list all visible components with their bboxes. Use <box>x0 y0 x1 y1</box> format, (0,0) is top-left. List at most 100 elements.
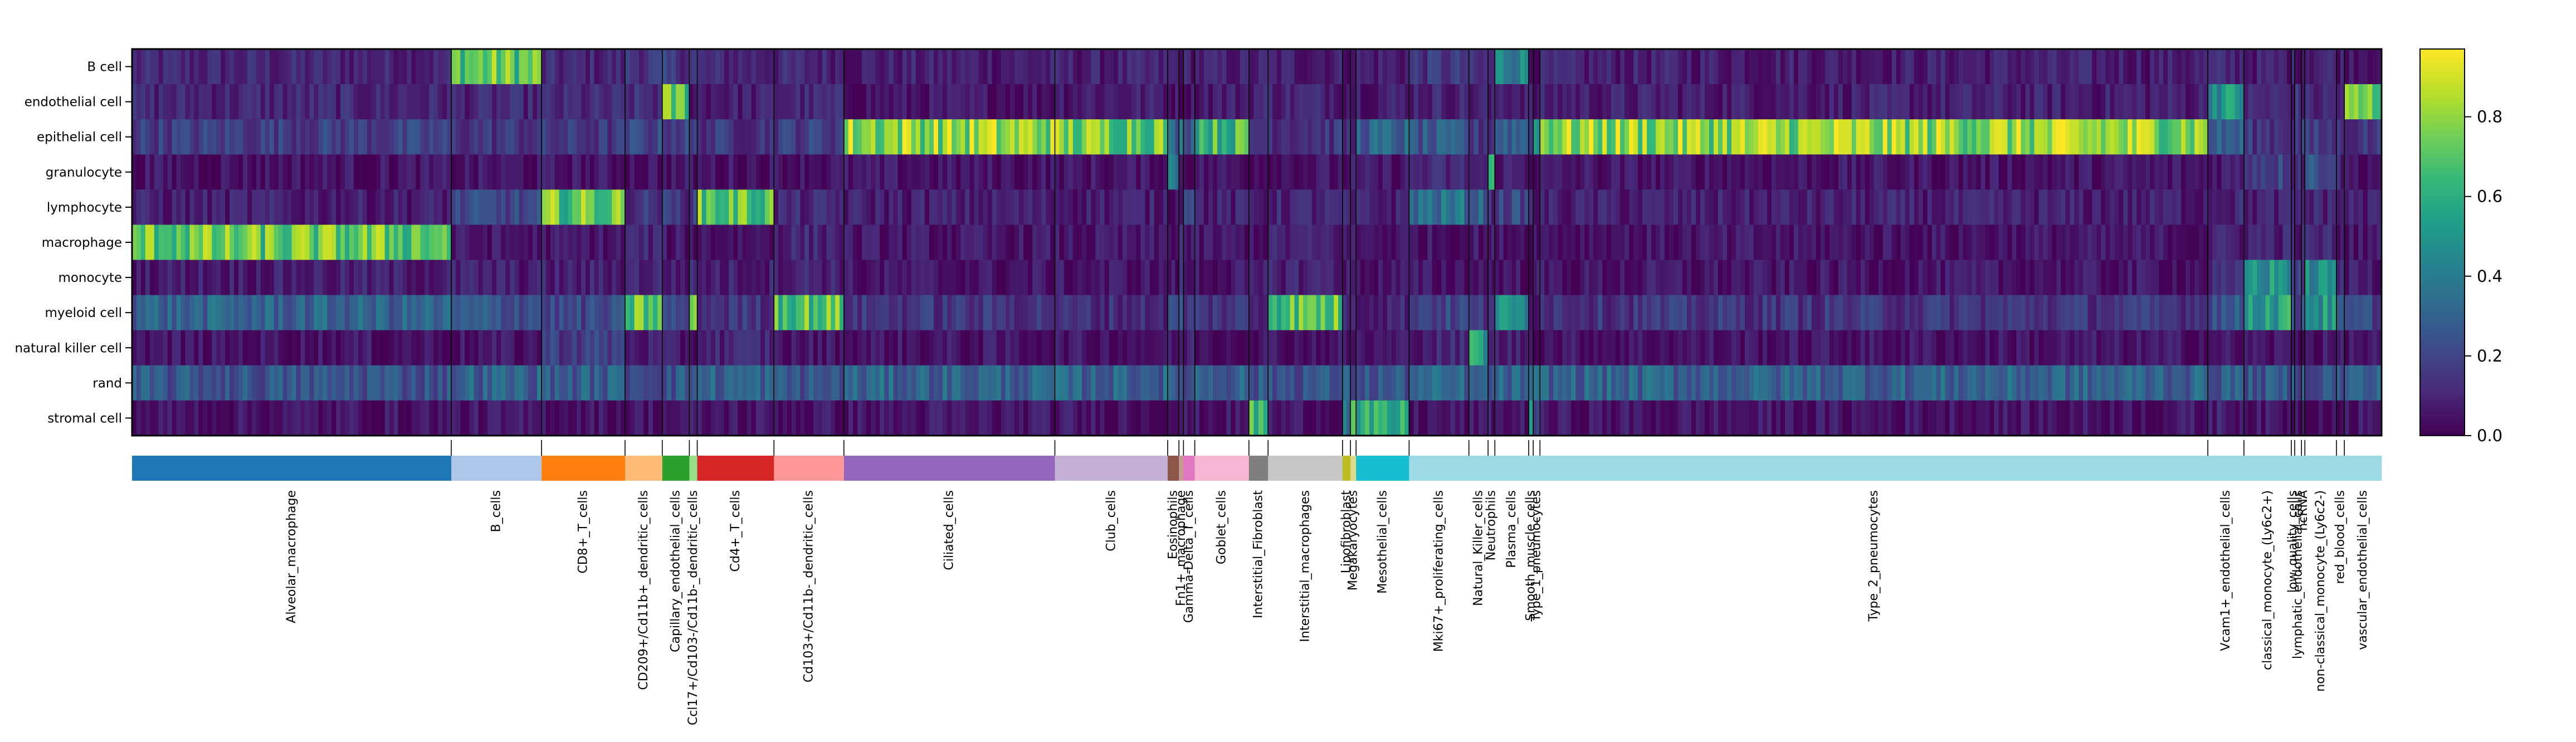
heatmap-cell <box>915 119 921 155</box>
heatmap-cell <box>1735 119 1741 155</box>
heatmap-cell <box>594 260 599 296</box>
heatmap-cell <box>969 49 975 85</box>
heatmap-cell <box>738 119 743 155</box>
heatmap-cell <box>1798 84 1803 120</box>
heatmap-cell <box>1580 260 1585 296</box>
heatmap-cell <box>848 49 853 85</box>
heatmap-cell <box>822 224 827 261</box>
heatmap-cell <box>491 365 497 401</box>
heatmap-cell <box>278 330 284 366</box>
heatmap-cell <box>1963 84 1968 120</box>
heatmap-cell <box>1316 189 1321 226</box>
heatmap-cell <box>2065 260 2070 296</box>
heatmap-cell <box>1816 260 1821 296</box>
heatmap-cell <box>176 154 182 190</box>
heatmap-cell <box>2092 295 2097 331</box>
heatmap-cell <box>1436 295 1442 331</box>
heatmap-cell <box>715 154 720 190</box>
heatmap-cell <box>1100 189 1105 226</box>
heatmap-cell <box>1037 119 1042 155</box>
heatmap-cell <box>1378 260 1383 296</box>
heatmap-cell <box>2318 154 2324 190</box>
heatmap-cell <box>983 119 988 155</box>
heatmap-cell <box>787 260 792 296</box>
heatmap-cell <box>760 365 765 401</box>
heatmap-cell <box>978 119 984 155</box>
heatmap-cell <box>1491 365 1495 401</box>
heatmap-cell <box>353 365 359 401</box>
heatmap-cell <box>1365 119 1370 155</box>
heatmap-cell <box>1758 189 1763 226</box>
heatmap-cell <box>345 330 350 366</box>
heatmap-cell <box>2101 224 2106 261</box>
heatmap-cell <box>568 154 573 190</box>
heatmap-cell <box>1633 365 1638 401</box>
heatmap-cell <box>1909 330 1915 366</box>
heatmap-cell <box>1163 84 1168 120</box>
heatmap-cell <box>2265 189 2270 226</box>
heatmap-cell <box>671 330 676 366</box>
heatmap-cell <box>2278 330 2284 366</box>
heatmap-cell <box>1168 154 1172 190</box>
heatmap-cell <box>1780 260 1785 296</box>
heatmap-cell <box>1307 84 1313 120</box>
heatmap-cell <box>2083 189 2088 226</box>
heatmap-cell <box>296 49 301 85</box>
heatmap-cell <box>1258 260 1264 296</box>
heatmap-cell <box>510 154 515 190</box>
heatmap-cell <box>194 224 199 261</box>
heatmap-cell <box>765 49 770 85</box>
heatmap-cell <box>2190 224 2195 261</box>
heatmap-cell <box>1253 189 1259 226</box>
heatmap-cell <box>1651 84 1656 120</box>
heatmap-cell <box>804 189 809 226</box>
heatmap-cell <box>791 330 797 366</box>
heatmap-cell <box>813 365 818 401</box>
heatmap-cell <box>1958 365 1964 401</box>
heatmap-cell <box>1758 224 1763 261</box>
heatmap-cell <box>693 224 698 261</box>
heatmap-cell <box>465 260 470 296</box>
heatmap-cell <box>1571 330 1576 366</box>
heatmap-cell <box>465 365 470 401</box>
heatmap-cell <box>1989 330 1995 366</box>
heatmap-cell <box>1616 154 1621 190</box>
heatmap-cell <box>1998 154 2004 190</box>
heatmap-cell <box>1598 119 1603 155</box>
heatmap-cell <box>1533 260 1537 296</box>
heatmap-cell <box>185 49 191 85</box>
heatmap-cell <box>733 49 739 85</box>
heatmap-cell <box>1529 154 1534 190</box>
heatmap-cell <box>1483 119 1489 155</box>
heatmap-cell <box>1104 119 1110 155</box>
heatmap-cell <box>2096 330 2101 366</box>
heatmap-cell <box>158 49 164 85</box>
heatmap-cell <box>1749 260 1754 296</box>
heatmap-cell <box>1468 260 1474 296</box>
heatmap-cell <box>625 224 630 261</box>
heatmap-cell <box>1037 330 1042 366</box>
heatmap-cell <box>809 260 814 296</box>
heatmap-cell <box>1994 260 1999 296</box>
heatmap-cell <box>496 224 501 261</box>
heatmap-cell <box>158 119 164 155</box>
heatmap-cell <box>353 49 359 85</box>
heatmap-cell <box>2230 84 2236 120</box>
heatmap-cell <box>1041 154 1046 190</box>
heatmap-cell <box>2327 295 2333 331</box>
heatmap-cell <box>1272 49 1277 85</box>
heatmap-cell <box>456 365 461 401</box>
heatmap-cell <box>915 260 921 296</box>
heatmap-cell <box>1887 154 1892 190</box>
heatmap-cell <box>287 260 292 296</box>
heatmap-cell <box>1887 224 1892 261</box>
heatmap-cell <box>389 295 394 331</box>
heatmap-cell <box>1001 49 1006 85</box>
heatmap-cell <box>505 119 511 155</box>
heatmap-cell <box>1095 154 1101 190</box>
heatmap-cell <box>839 189 845 226</box>
heatmap-cell <box>572 260 577 296</box>
heatmap-cell <box>203 49 208 85</box>
heatmap-cell <box>1656 365 1661 401</box>
heatmap-cell <box>1998 295 2004 331</box>
